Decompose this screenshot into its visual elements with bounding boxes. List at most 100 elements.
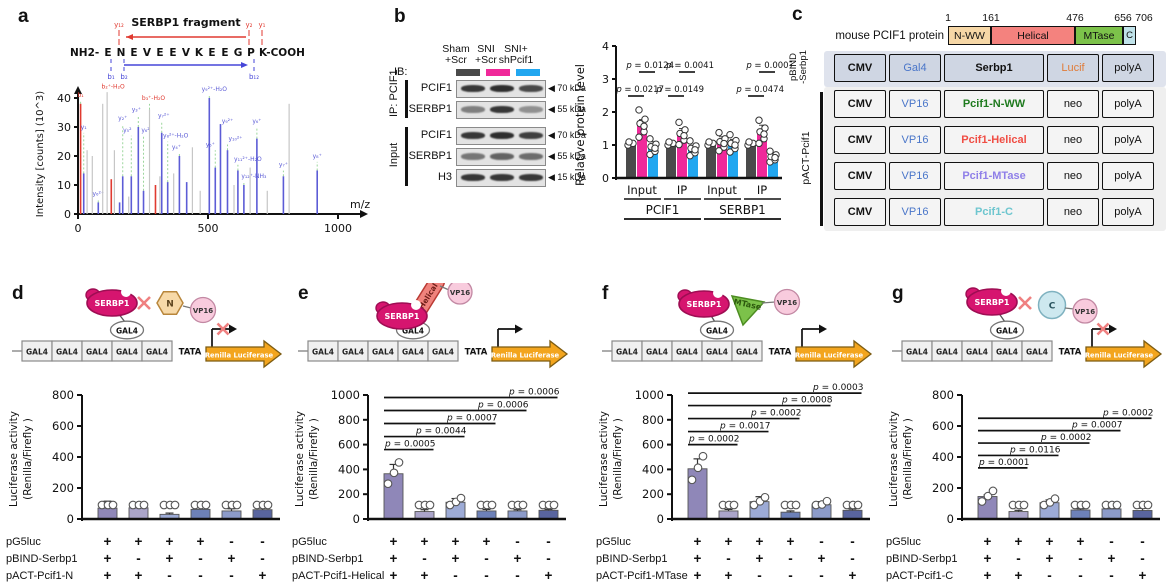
gal4-box-label: GAL4	[706, 348, 728, 357]
peak-label: y₆²	[141, 127, 150, 134]
data-point	[726, 130, 734, 139]
luciferase-chart: 0 200 400 600 800 Luciferase activity (Renilla…	[888, 388, 1160, 526]
gal4-box-label: GAL4	[56, 348, 78, 357]
y-tick: 40	[57, 92, 71, 105]
reporter-arrow	[491, 339, 569, 369]
p-value: p = 0.0044	[415, 427, 467, 437]
data-point	[760, 130, 768, 138]
construct-diagram: mouse PCIF1 protein 1 161 476 656 706 N-WW Heli…	[788, 4, 1168, 276]
data-point	[988, 486, 998, 496]
sign-cell: +	[420, 534, 429, 549]
peak-label: y₈²⁺-H₂O	[163, 133, 189, 140]
peak-label: y₄⁺	[172, 144, 181, 151]
data-point	[549, 500, 559, 510]
sign-cell: +	[165, 551, 174, 566]
red-x-icon	[1018, 296, 1032, 310]
tata-label: TATA	[769, 348, 792, 358]
sign-cell: -	[1140, 551, 1145, 566]
gal4-box-label: GAL4	[342, 348, 364, 357]
construct-cell: polyA	[1102, 126, 1154, 154]
plasmid-row: pACT-Pcif1-N + + - - - +	[4, 567, 284, 584]
p-value: p = 0.0017	[719, 422, 770, 432]
sign-cell: -	[1016, 551, 1021, 566]
data-point	[641, 115, 649, 123]
data-point	[635, 106, 643, 114]
data-point	[646, 135, 654, 143]
data-point	[456, 493, 466, 503]
ion-y12: y₁₂	[114, 21, 124, 29]
peak-label: y₁₀²⁺	[229, 136, 243, 143]
sign-cell: +	[786, 534, 795, 549]
sign-cell: +	[451, 534, 460, 549]
plasmid-row-label: pG5luc	[292, 535, 327, 548]
reporter-label: Renilla Luciferase	[1085, 352, 1154, 360]
data-point	[665, 138, 673, 146]
data-point	[755, 116, 763, 124]
band	[490, 153, 514, 160]
reporter-schematic: GAL4 GAL4 GAL4 GAL4 GAL4 TATA Renilla Lucifera…	[12, 287, 283, 369]
gal4-box-label: GAL4	[906, 348, 928, 357]
x-axis-arrow	[360, 210, 368, 218]
y-tick: 200	[52, 481, 74, 495]
peptide-residue: E	[169, 47, 176, 59]
blot-target: H3	[437, 171, 452, 183]
y-tick: 200	[932, 481, 954, 495]
plasmid-row-label: pACT-Pcif1-N	[6, 569, 74, 582]
sign-cell: +	[1014, 568, 1023, 583]
sign-cell: -	[788, 551, 793, 566]
gal4-box-label: GAL4	[26, 348, 48, 357]
p-value: p = 0.0007	[446, 414, 497, 424]
y-tick: 4	[602, 40, 609, 53]
sign-cell: -	[484, 568, 489, 583]
bar	[1070, 509, 1091, 520]
peak-label: y₃⁺	[132, 107, 141, 114]
data-point	[232, 500, 242, 510]
peak-label: y₆⁺	[252, 118, 261, 125]
lane-header: SNI +Scr	[475, 43, 497, 66]
construct-cell: polyA	[1102, 54, 1154, 82]
data-point	[771, 153, 779, 162]
band	[461, 153, 485, 160]
gal4-oval-label: GAL4	[116, 327, 138, 336]
domain-label: C	[1049, 302, 1056, 312]
blot-band-row	[456, 80, 546, 98]
data-point	[686, 137, 694, 145]
data-point	[731, 141, 739, 149]
data-point	[715, 147, 723, 155]
y-tick: 30	[57, 121, 71, 134]
peak-label: y₉²⁺	[222, 118, 234, 125]
y-axis-label: Luciferase activity	[888, 411, 900, 507]
sign-cell: +	[103, 534, 112, 549]
band	[490, 174, 514, 181]
super-group-label: SERBP1	[719, 203, 766, 217]
sign-cell: +	[103, 551, 112, 566]
plasmid-row: pG5luc + + + + - -	[4, 533, 284, 550]
construct-cell: VP16	[889, 90, 941, 118]
x-tick: 1000	[324, 222, 352, 235]
p-value: p = 0.0124	[625, 61, 674, 71]
y-tick: 400	[932, 450, 954, 464]
x-tick: 0	[75, 222, 82, 235]
lane-swatch	[486, 69, 510, 76]
reporter-schematic: GAL4 GAL4 GAL4 GAL4 GAL4 TATA Renilla Lucifera…	[892, 286, 1163, 369]
data-point	[715, 128, 723, 137]
y-axis-label: (Renilla/Firefly )	[612, 418, 624, 500]
ruler-number: 1	[945, 12, 951, 24]
ion-b12: b₁₂	[249, 73, 259, 81]
group-label: IP: PCIF1	[388, 69, 400, 117]
vp16-label: VP16	[193, 307, 213, 315]
sign-cell: -	[515, 568, 520, 583]
bar	[666, 143, 676, 178]
construct-cell: neo	[1047, 90, 1099, 118]
sign-cell: +	[196, 534, 205, 549]
y-tick: 400	[642, 462, 664, 476]
construct-cell: Serbp1	[944, 54, 1044, 82]
vp16-label: VP16	[777, 299, 797, 307]
data-point	[625, 138, 633, 146]
blob-notch	[411, 300, 421, 310]
gal4-box	[427, 340, 459, 362]
data-point	[983, 491, 993, 501]
construct-cell: Lucif	[1047, 54, 1099, 82]
y-axis-label: Luciferase activity	[8, 411, 20, 507]
construct-cell: VP16	[889, 162, 941, 190]
